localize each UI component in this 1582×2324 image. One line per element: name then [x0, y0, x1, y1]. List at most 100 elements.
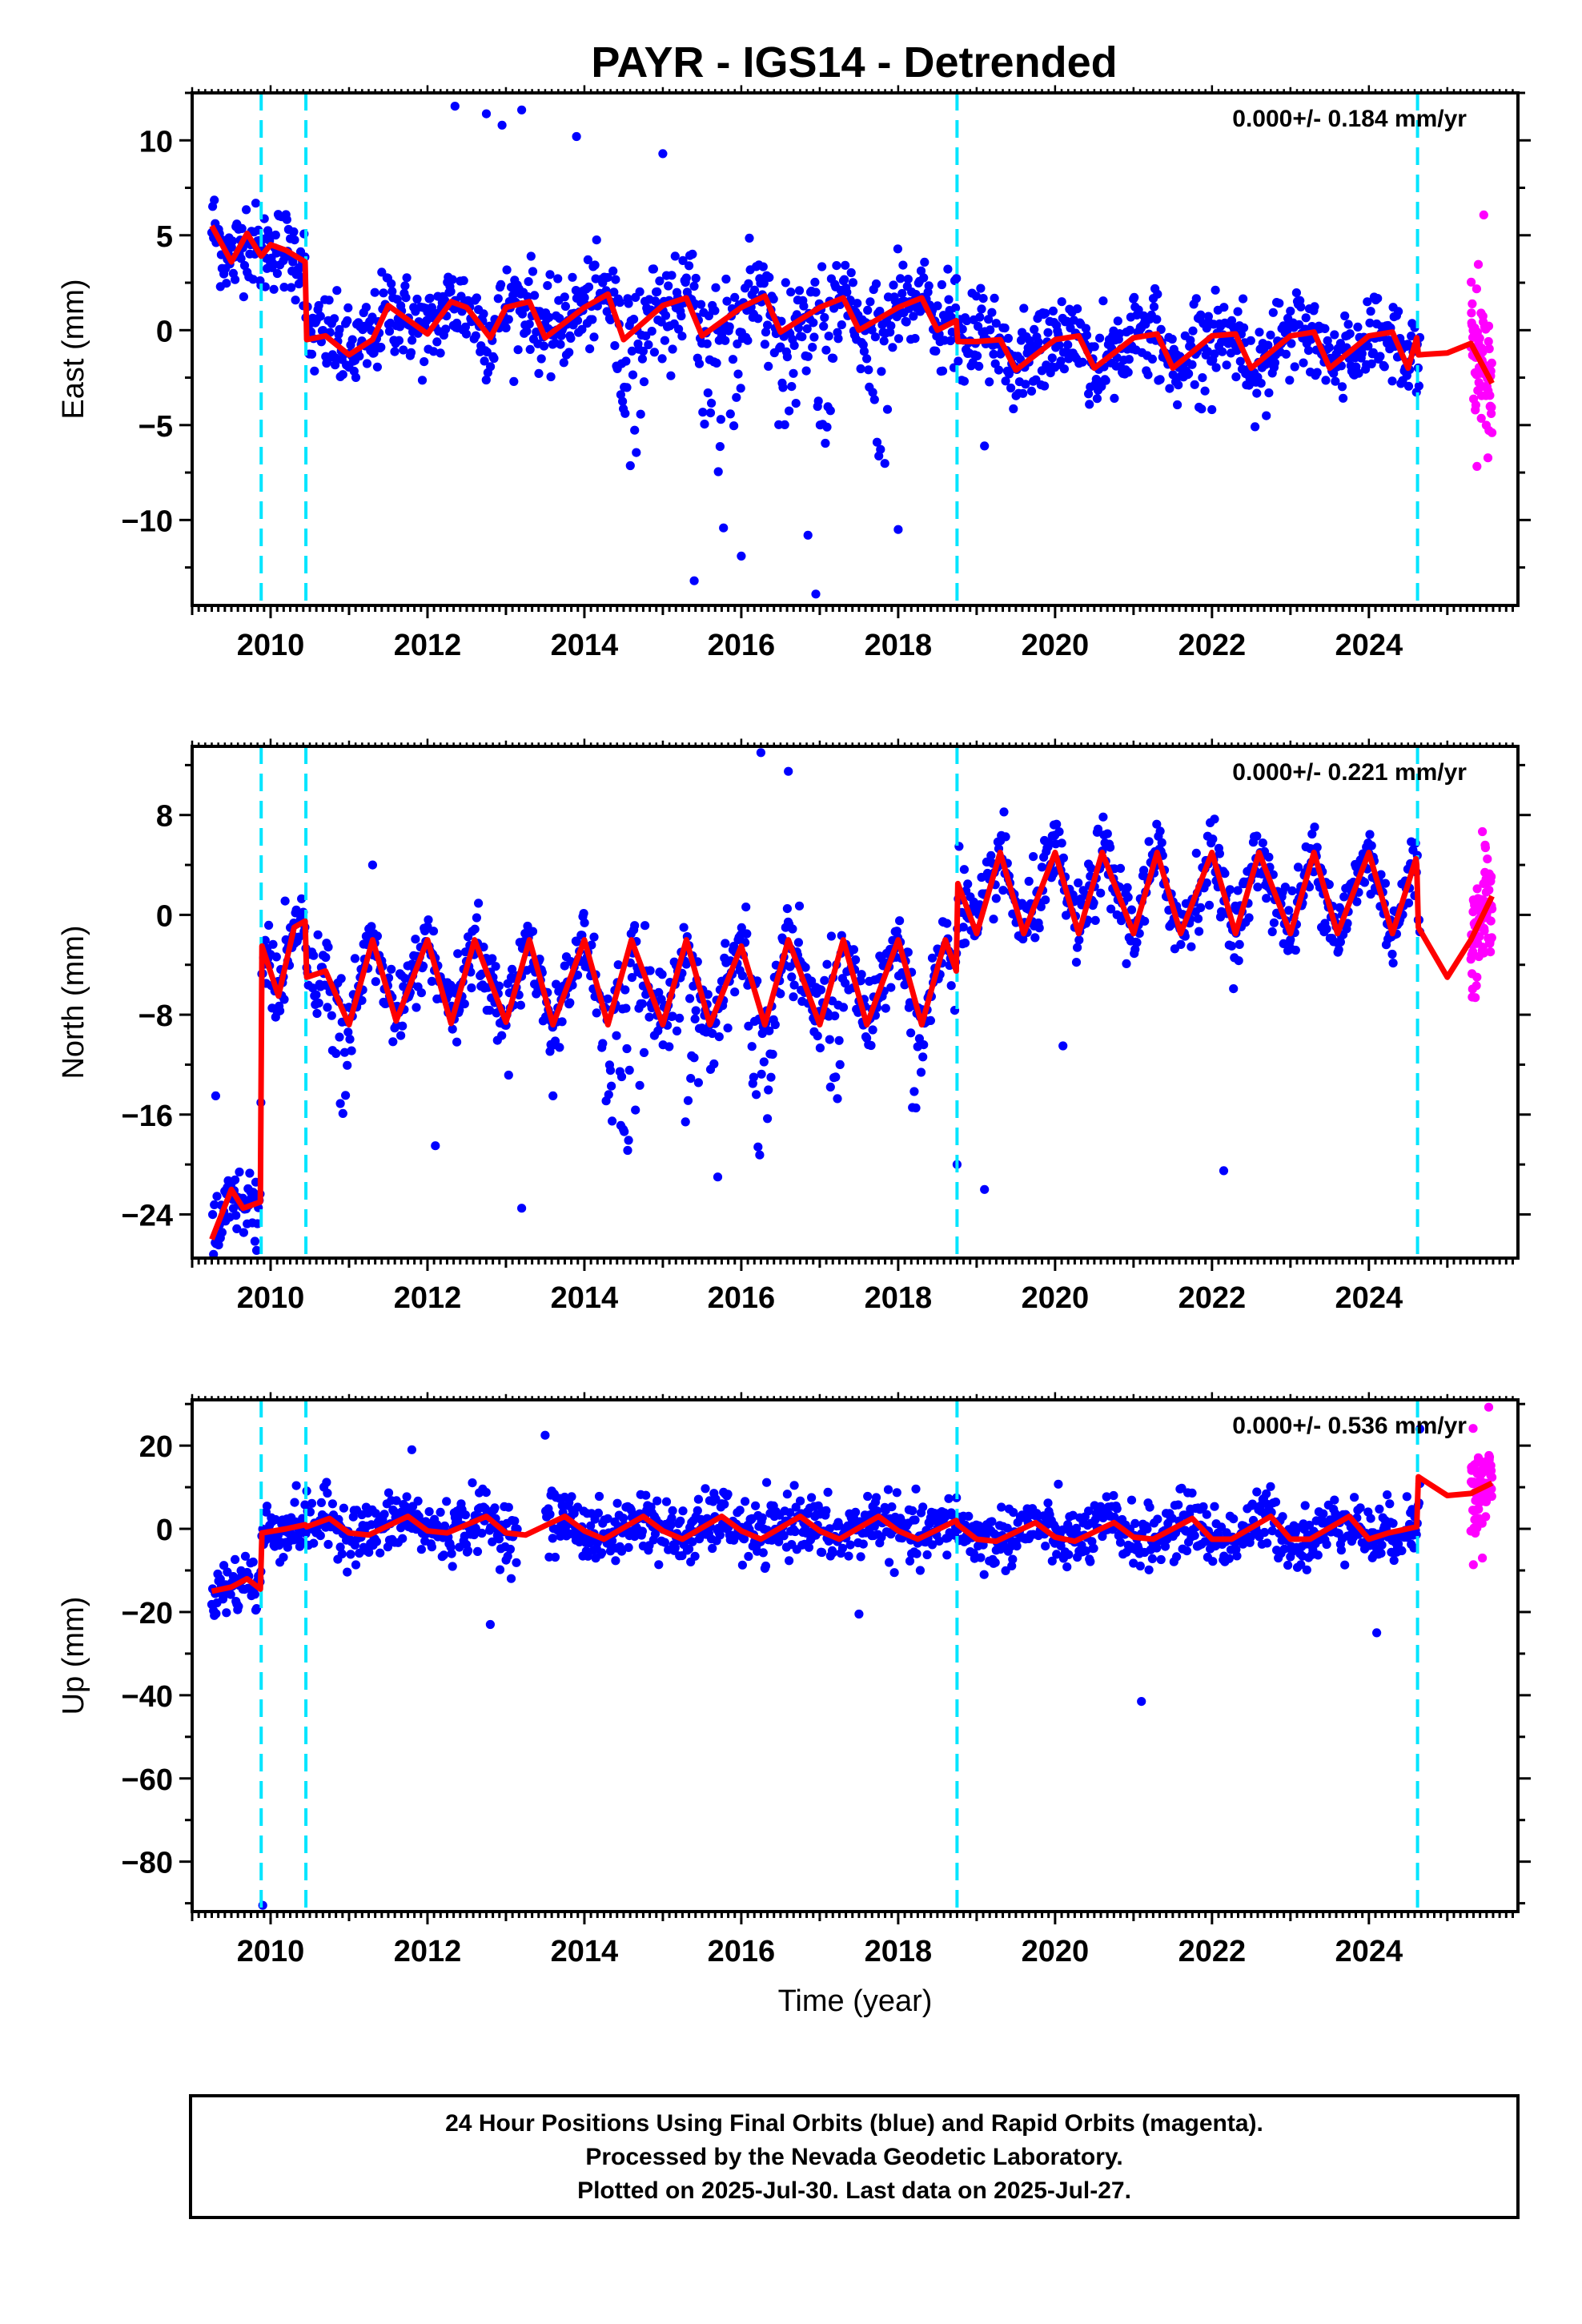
final-orbit-point — [787, 972, 797, 982]
rapid-orbit-point — [1472, 981, 1481, 991]
final-orbit-point — [900, 980, 909, 990]
x-tick-label: 2024 — [1335, 629, 1403, 662]
final-orbit-point — [656, 995, 666, 1004]
final-orbit-point — [782, 1490, 793, 1499]
final-orbit-point — [630, 921, 640, 931]
final-orbit-point — [343, 1567, 352, 1577]
final-orbit-point — [677, 311, 686, 321]
final-orbit-point — [399, 345, 408, 355]
final-orbit-point — [1330, 330, 1339, 340]
final-orbit-point — [666, 1520, 676, 1530]
final-orbit-point — [1089, 898, 1098, 907]
plot-area — [207, 93, 1497, 605]
final-orbit-point — [339, 1503, 348, 1513]
final-orbit-point — [760, 340, 770, 349]
final-orbit-point — [623, 1145, 632, 1156]
final-orbit-point — [590, 260, 600, 270]
final-orbit-point — [572, 971, 583, 980]
final-orbit-point — [859, 347, 869, 356]
final-orbit-point — [375, 1548, 385, 1558]
final-orbit-point — [1197, 404, 1207, 414]
final-orbit-point — [553, 274, 563, 283]
outlier-point — [803, 530, 813, 540]
final-orbit-point — [1324, 879, 1334, 890]
final-orbit-point — [708, 1543, 717, 1554]
outlier-point — [980, 441, 990, 451]
final-orbit-point — [625, 460, 635, 471]
final-orbit-point — [901, 317, 911, 327]
final-orbit-point — [1147, 354, 1157, 364]
rapid-orbit-point — [1480, 926, 1489, 935]
final-orbit-point — [1394, 307, 1403, 316]
final-orbit-point — [1135, 1561, 1145, 1571]
final-orbit-point — [905, 1556, 915, 1566]
final-orbit-point — [367, 922, 376, 931]
final-orbit-point — [528, 267, 538, 276]
east-panel: 2010 2012 2014 2016 2018 2020 2022 2024 −10 −5 0 5 1… — [57, 85, 1531, 662]
final-orbit-point — [1021, 380, 1030, 389]
final-orbit-point — [1184, 369, 1194, 379]
final-orbit-point — [1168, 370, 1178, 380]
final-orbit-point — [1006, 383, 1016, 393]
final-orbit-point — [448, 275, 457, 284]
final-orbit-point — [824, 332, 833, 341]
final-orbit-point — [379, 1510, 389, 1519]
final-orbit-point — [477, 1528, 487, 1538]
final-orbit-point — [1086, 1557, 1095, 1566]
final-orbit-point — [681, 273, 691, 283]
final-orbit-point — [271, 952, 281, 962]
outlier-point — [689, 576, 699, 585]
final-orbit-point — [780, 420, 789, 430]
final-orbit-point — [260, 935, 270, 945]
final-orbit-point — [376, 343, 386, 352]
outlier-point — [431, 1141, 440, 1151]
final-orbit-point — [725, 409, 735, 419]
final-orbit-point — [721, 336, 730, 345]
final-orbit-point — [605, 1066, 616, 1076]
final-orbit-point — [851, 1507, 861, 1517]
final-orbit-point — [759, 1057, 769, 1067]
final-orbit-point — [1001, 832, 1010, 842]
final-orbit-point — [1155, 826, 1165, 836]
final-orbit-point — [761, 328, 771, 337]
final-orbit-point — [1044, 838, 1054, 847]
final-orbit-point — [1095, 333, 1105, 343]
final-orbit-point — [572, 316, 583, 325]
final-orbit-point — [461, 329, 472, 339]
final-orbit-point — [1007, 1561, 1017, 1570]
final-orbit-point — [1174, 1500, 1183, 1510]
rapid-orbit-point — [1487, 872, 1496, 882]
final-orbit-point — [654, 987, 664, 997]
final-orbit-point — [705, 408, 716, 418]
final-orbit-point — [545, 270, 555, 279]
final-orbit-point — [1266, 330, 1275, 340]
final-orbit-point — [822, 959, 832, 969]
outlier-point — [811, 589, 821, 599]
final-orbit-point — [1286, 306, 1295, 316]
final-orbit-point — [420, 357, 429, 367]
final-orbit-point — [710, 306, 720, 316]
final-orbit-point — [236, 254, 246, 263]
final-orbit-point — [1331, 376, 1340, 386]
final-orbit-point — [716, 415, 726, 424]
y-axis-label: East (mm) — [57, 279, 90, 419]
final-orbit-point — [208, 1210, 218, 1220]
final-orbit-point — [1196, 903, 1206, 912]
final-orbit-point — [649, 348, 660, 357]
final-orbit-point — [698, 408, 708, 417]
final-orbit-point — [813, 1031, 822, 1041]
final-orbit-point — [272, 268, 282, 279]
final-orbit-point — [686, 1074, 696, 1084]
final-orbit-point — [632, 448, 641, 457]
final-orbit-point — [845, 1540, 855, 1550]
final-orbit-point — [652, 1496, 662, 1506]
final-orbit-point — [1211, 285, 1220, 295]
final-orbit-point — [840, 275, 849, 284]
final-orbit-point — [723, 1490, 733, 1499]
final-orbit-point — [239, 292, 248, 302]
final-orbit-point — [1102, 1492, 1111, 1502]
final-orbit-point — [1187, 360, 1197, 369]
final-orbit-point — [398, 1021, 408, 1031]
final-orbit-point — [620, 408, 630, 418]
final-orbit-point — [1322, 924, 1331, 934]
